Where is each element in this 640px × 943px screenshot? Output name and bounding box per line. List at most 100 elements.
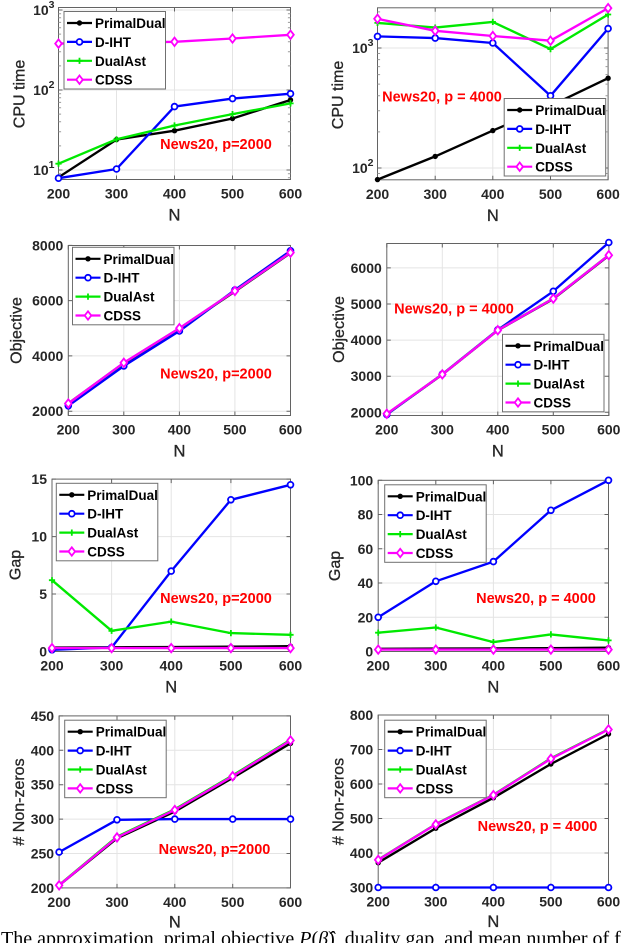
svg-text:CDSS: CDSS: [96, 781, 134, 796]
svg-text:400: 400: [482, 894, 506, 910]
svg-text:N: N: [487, 913, 499, 931]
svg-text:300: 300: [105, 186, 129, 202]
svg-text:D-IHT: D-IHT: [104, 271, 141, 286]
svg-text:300: 300: [424, 658, 448, 674]
svg-text:6000: 6000: [351, 260, 382, 276]
svg-text:DualAst: DualAst: [96, 763, 148, 778]
svg-text:500: 500: [223, 422, 247, 438]
svg-text:DualAst: DualAst: [416, 527, 468, 542]
svg-text:CDSS: CDSS: [95, 73, 133, 88]
svg-text:D-IHT: D-IHT: [96, 744, 133, 759]
svg-text:500: 500: [539, 186, 563, 202]
svg-text:PrimalDual: PrimalDual: [416, 725, 487, 740]
svg-text:700: 700: [350, 742, 374, 758]
svg-text:103: 103: [33, 0, 55, 18]
svg-text:PrimalDual: PrimalDual: [104, 252, 175, 267]
svg-text:News20, p=2000: News20, p=2000: [160, 137, 272, 153]
svg-text:PrimalDual: PrimalDual: [534, 339, 605, 354]
svg-text:CDSS: CDSS: [104, 309, 142, 324]
svg-text:# Non-zeros: # Non-zeros: [11, 758, 28, 845]
svg-text:400: 400: [350, 845, 374, 861]
svg-text:N: N: [169, 914, 181, 932]
svg-text:DualAst: DualAst: [534, 377, 586, 392]
svg-text:500: 500: [539, 894, 563, 910]
svg-text:300: 300: [100, 658, 124, 674]
svg-text:500: 500: [221, 186, 245, 202]
svg-text:600: 600: [279, 186, 303, 202]
svg-text:600: 600: [596, 186, 620, 202]
svg-text:DualAst: DualAst: [104, 290, 156, 305]
svg-text:Gap: Gap: [8, 550, 25, 580]
svg-text:250: 250: [31, 846, 55, 862]
svg-text:200: 200: [40, 658, 64, 674]
svg-text:600: 600: [279, 422, 303, 438]
svg-text:News20, p=2000: News20, p=2000: [160, 591, 272, 607]
svg-text:400: 400: [482, 658, 506, 674]
svg-text:PrimalDual: PrimalDual: [87, 488, 158, 503]
svg-text:CPU time: CPU time: [330, 61, 347, 130]
svg-text:200: 200: [31, 880, 55, 896]
svg-text:400: 400: [168, 422, 192, 438]
svg-text:600: 600: [279, 894, 303, 910]
svg-text:5: 5: [39, 586, 47, 602]
svg-text:300: 300: [31, 811, 55, 827]
svg-text:300: 300: [424, 186, 448, 202]
svg-text:102: 102: [33, 79, 55, 98]
svg-text:DualAst: DualAst: [535, 141, 587, 156]
svg-text:300: 300: [112, 422, 136, 438]
svg-text:400: 400: [160, 658, 184, 674]
svg-text:60: 60: [358, 541, 374, 557]
svg-text:News20, p = 4000: News20, p = 4000: [382, 90, 502, 106]
svg-text:200: 200: [57, 422, 81, 438]
svg-text:D-IHT: D-IHT: [535, 122, 572, 137]
svg-text:N: N: [487, 679, 499, 697]
svg-text:CDSS: CDSS: [87, 545, 125, 560]
svg-text:PrimalDual: PrimalDual: [535, 103, 606, 118]
svg-text:300: 300: [350, 880, 374, 896]
svg-text:# Non-zeros: # Non-zeros: [331, 758, 348, 845]
svg-text:N: N: [165, 679, 177, 697]
svg-text:2000: 2000: [32, 403, 63, 419]
svg-text:500: 500: [219, 658, 243, 674]
svg-text:N: N: [169, 207, 181, 225]
svg-text:500: 500: [542, 422, 566, 438]
svg-text:0: 0: [39, 644, 47, 660]
svg-text:103: 103: [352, 37, 374, 56]
svg-text:D-IHT: D-IHT: [95, 35, 132, 50]
svg-text:600: 600: [597, 422, 621, 438]
svg-text:Gap: Gap: [327, 551, 344, 581]
svg-text:D-IHT: D-IHT: [87, 507, 124, 522]
svg-text:3000: 3000: [351, 368, 382, 384]
svg-text:20: 20: [358, 609, 374, 625]
svg-text:5000: 5000: [351, 296, 382, 312]
svg-text:600: 600: [597, 894, 621, 910]
svg-text:Objective: Objective: [9, 297, 26, 364]
svg-text:0: 0: [365, 644, 373, 660]
svg-text:200: 200: [366, 186, 390, 202]
svg-text:N: N: [173, 443, 185, 461]
svg-text:500: 500: [221, 894, 245, 910]
svg-text:Objective: Objective: [331, 296, 348, 363]
svg-text:8000: 8000: [32, 237, 63, 253]
svg-text:4000: 4000: [351, 332, 382, 348]
svg-text:600: 600: [350, 776, 374, 792]
svg-text:400: 400: [163, 894, 187, 910]
svg-text:News20, p=2000: News20, p=2000: [160, 367, 272, 383]
svg-text:15: 15: [31, 471, 47, 487]
svg-text:400: 400: [163, 186, 187, 202]
svg-text:N: N: [492, 443, 504, 461]
svg-text:500: 500: [539, 658, 563, 674]
svg-text:102: 102: [352, 157, 374, 176]
svg-text:CPU time: CPU time: [12, 60, 29, 129]
svg-text:40: 40: [358, 575, 374, 591]
svg-text:800: 800: [350, 707, 374, 723]
svg-text:PrimalDual: PrimalDual: [96, 725, 167, 740]
svg-text:CDSS: CDSS: [535, 160, 573, 175]
svg-text:News20, p = 4000: News20, p = 4000: [476, 591, 596, 607]
svg-text:D-IHT: D-IHT: [416, 744, 453, 759]
svg-text:4000: 4000: [32, 348, 63, 364]
svg-text:DualAst: DualAst: [416, 763, 468, 778]
svg-text:101: 101: [33, 159, 55, 178]
svg-text:600: 600: [279, 658, 303, 674]
svg-text:DualAst: DualAst: [87, 526, 139, 541]
